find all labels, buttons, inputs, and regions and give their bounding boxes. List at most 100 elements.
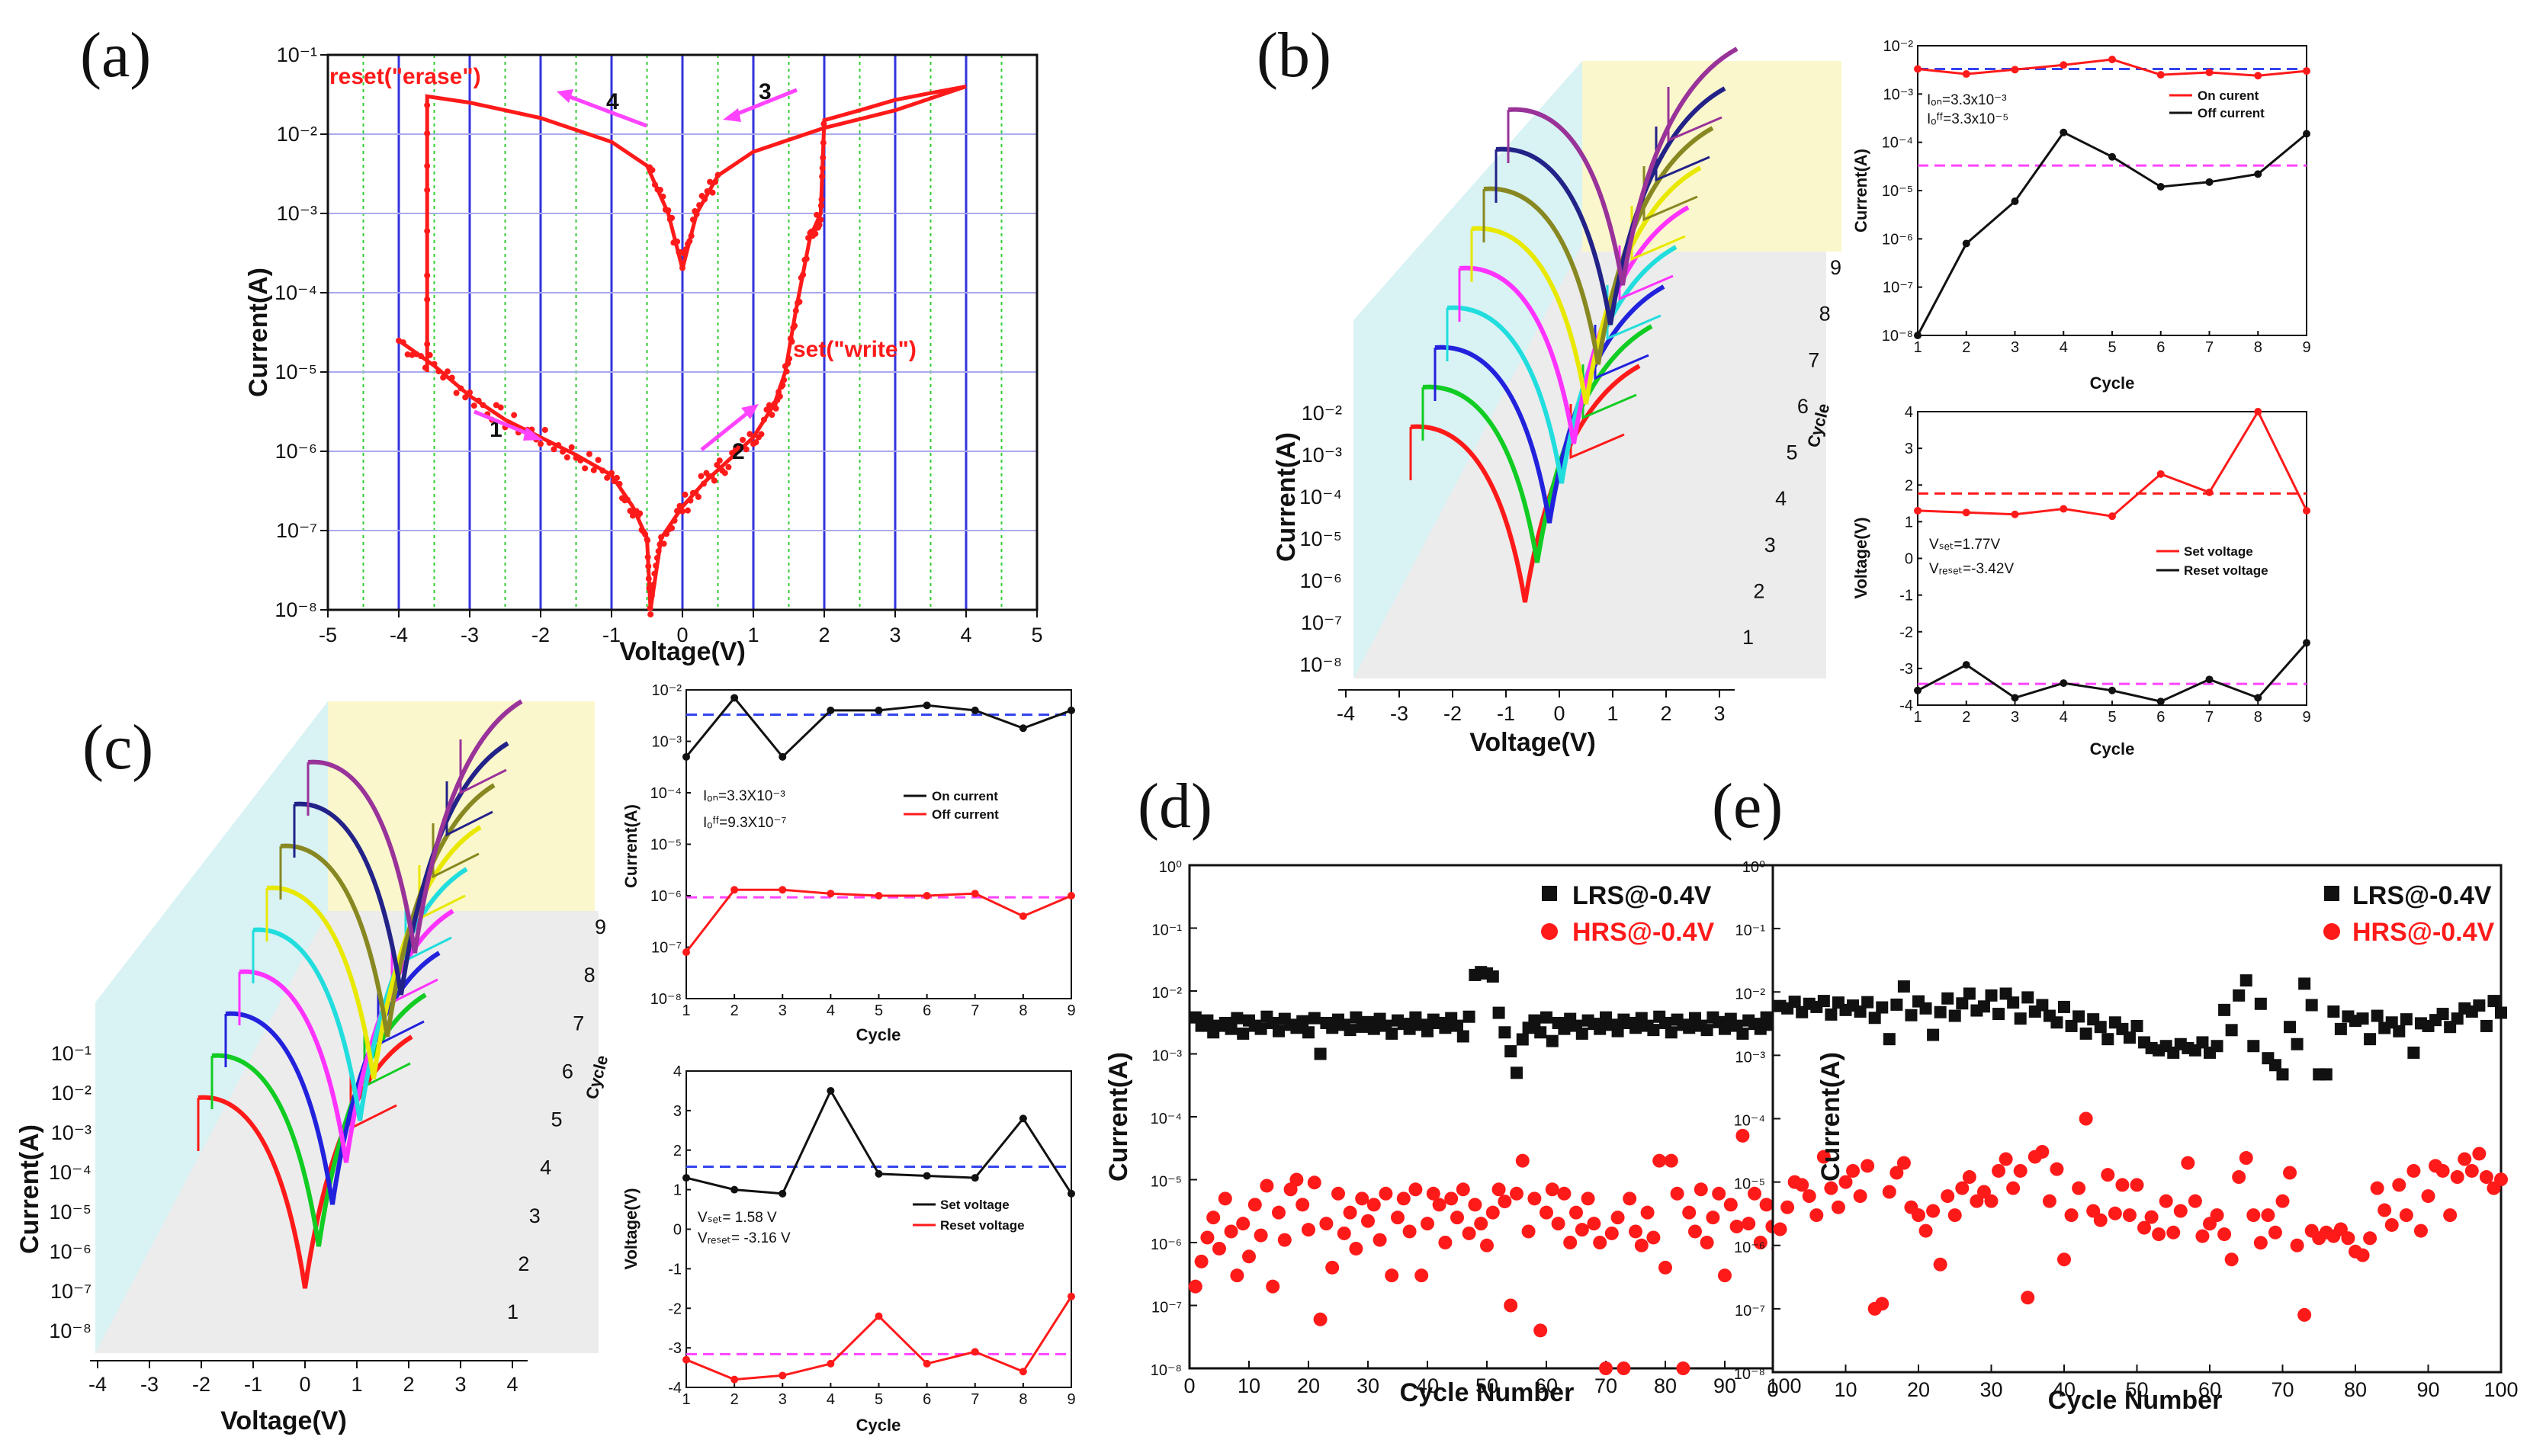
hrs-point — [2450, 1170, 2464, 1185]
series-point-1 — [779, 886, 787, 894]
panel-b-top-ylabel: Current(A) — [1851, 149, 1870, 233]
y-tick-label: 10⁻⁵ — [1300, 528, 1342, 550]
y-tick-label: -1 — [1899, 588, 1913, 605]
y-tick-label: 10⁻⁸ — [1882, 328, 1913, 345]
lrs-point — [1308, 1012, 1321, 1025]
hrs-point — [1230, 1268, 1244, 1283]
panel-b-curves — [1409, 47, 1739, 603]
lrs-point — [2334, 1022, 2347, 1035]
series-point-1 — [923, 1359, 931, 1368]
z-tick-label: 9 — [1830, 256, 1841, 279]
hrs-point — [1700, 1236, 1714, 1249]
iv-data-point — [812, 230, 819, 237]
cycle-curve-2 — [1422, 324, 1653, 563]
hrs-point — [1462, 1226, 1476, 1240]
x-tick-label: 9 — [2302, 709, 2310, 726]
x-tick-label: 80 — [2344, 1378, 2367, 1401]
hrs-point — [1468, 1198, 1482, 1212]
hrs-point — [1331, 1186, 1345, 1201]
series-point-1 — [875, 1312, 883, 1320]
hrs-point — [2224, 1252, 2239, 1267]
panel-c-xlabel: Voltage(V) — [220, 1406, 347, 1435]
series-point-0 — [779, 1189, 787, 1198]
hrs-point — [1889, 1166, 1904, 1180]
hrs-point — [2079, 1111, 2093, 1126]
panel-c-ioff-note: Iₒᶠᶠ=9.3X10⁻⁷ — [703, 815, 786, 831]
hrs-point — [2435, 1163, 2450, 1178]
y-tick-label: 10⁻² — [1883, 38, 1914, 55]
hrs-point — [1688, 1224, 1702, 1239]
hrs-point — [1194, 1254, 1209, 1268]
series-point-1 — [682, 948, 690, 957]
iv-data-point — [624, 496, 631, 503]
cycle-curve-5 — [1459, 205, 1690, 444]
lrs-point — [2079, 1027, 2092, 1040]
x-tick-label: 3 — [454, 1373, 466, 1396]
hrs-point — [2144, 1210, 2159, 1224]
panel-c-ion-note: Iₒₙ=3.3X10⁻³ — [703, 788, 785, 804]
hrs-point — [2217, 1227, 2232, 1242]
iv-data-point — [424, 187, 431, 194]
series-point-1 — [827, 890, 835, 898]
iv-data-point — [711, 477, 718, 484]
hrs-point — [1379, 1186, 1393, 1201]
x-tick-label: 10 — [1238, 1374, 1260, 1397]
panel-d-frame — [1188, 864, 1786, 1370]
x-tick-label: 3 — [779, 1391, 787, 1408]
x-tick-label: 7 — [971, 1002, 979, 1019]
hrs-point — [1432, 1198, 1446, 1212]
series-point-0 — [1019, 1114, 1027, 1123]
x-tick-label: 8 — [1019, 1391, 1027, 1408]
hrs-point — [2021, 1291, 2035, 1305]
lrs-point — [1647, 1024, 1660, 1037]
hrs-point — [1426, 1186, 1440, 1201]
lrs-point — [1941, 992, 1954, 1005]
iv-data-point — [599, 467, 606, 474]
lrs-point — [1498, 1026, 1511, 1039]
series-point-0 — [2205, 488, 2214, 496]
x-tick-label: 1 — [682, 1391, 690, 1408]
y-tick-label: 10⁻⁷ — [1151, 1300, 1182, 1316]
lrs-point — [1897, 980, 1910, 993]
y-tick-label: 10⁻⁴ — [275, 281, 317, 304]
series-point-1 — [730, 1375, 739, 1384]
hrs-point — [1485, 1205, 1500, 1220]
lrs-point — [2451, 1012, 2464, 1025]
y-tick-label: 10⁻³ — [1735, 1049, 1766, 1066]
iv-data-point — [698, 473, 705, 479]
cycle-branch-9 — [1667, 87, 1723, 143]
hrs-point — [1610, 1211, 1625, 1225]
panel-c-bottom-legend-reset: Reset voltage — [940, 1218, 1025, 1233]
iv-data-point — [696, 202, 703, 209]
hrs-point — [1296, 1198, 1310, 1212]
series-point-1 — [1914, 332, 1922, 339]
x-tick-label: 0 — [299, 1373, 310, 1396]
iv-data-point — [817, 202, 824, 209]
y-tick-label: 10⁻⁴ — [1299, 486, 1342, 508]
x-tick-label: 50 — [1475, 1374, 1498, 1397]
hrs-point — [1515, 1153, 1530, 1168]
iv-data-point — [644, 553, 651, 560]
z-tick-label: 1 — [1742, 626, 1754, 649]
hrs-point — [2115, 1178, 2130, 1192]
hrs-point — [1200, 1230, 1215, 1245]
x-tick-label: 0 — [676, 624, 688, 646]
hrs-point — [1773, 1222, 1787, 1236]
lrs-point — [2327, 1005, 2340, 1018]
x-tick-label: 7 — [2205, 709, 2214, 726]
iv-data-point — [424, 102, 431, 109]
hrs-point — [1933, 1257, 1947, 1272]
hrs-point — [1337, 1226, 1351, 1240]
iv-data-point — [475, 397, 482, 404]
panel-label-a: (a) — [80, 20, 151, 91]
hrs-point — [1569, 1205, 1583, 1220]
hrs-point — [1617, 1361, 1631, 1375]
panel-e-legend-lrs-marker — [2324, 886, 2339, 901]
lrs-point — [1439, 1021, 1452, 1034]
series-point-0 — [2108, 512, 2116, 521]
hrs-point — [2006, 1181, 2021, 1195]
z-tick-label: 4 — [540, 1156, 551, 1179]
hrs-point — [1593, 1236, 1607, 1249]
hrs-point — [2130, 1178, 2144, 1192]
series-point-0 — [2303, 67, 2310, 75]
